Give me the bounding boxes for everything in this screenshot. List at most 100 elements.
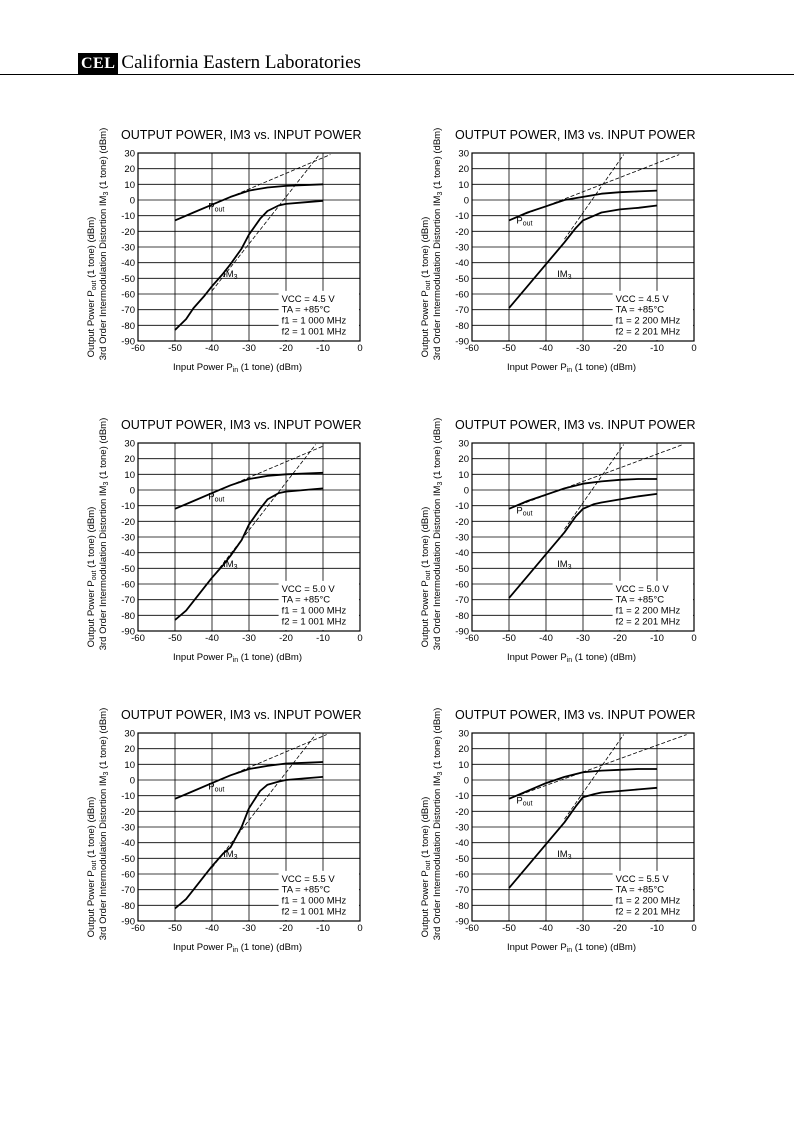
condition-text: f2 = 1 001 MHz bbox=[282, 616, 347, 627]
y-axis-label-inner-sub: 3 bbox=[103, 482, 110, 486]
condition-text: TA = +85°C bbox=[616, 305, 665, 316]
x-tick-label: -30 bbox=[576, 923, 590, 934]
pout-curve bbox=[508, 768, 657, 800]
y-tick-label: 20 bbox=[458, 454, 469, 465]
x-tick-label: -40 bbox=[539, 633, 553, 644]
y-axis-label-outer: Output Power Pout (1 tone) (dBm) bbox=[86, 507, 98, 648]
pout-label-main: P bbox=[516, 216, 522, 227]
condition-text: f1 = 1 000 MHz bbox=[282, 315, 347, 326]
y-tick-label: 10 bbox=[124, 470, 135, 481]
im3-label-main: IM bbox=[557, 849, 568, 860]
y-tick-label: -80 bbox=[121, 901, 135, 912]
extrapolation-line bbox=[508, 734, 687, 800]
x-axis-label: Input Power Pin (1 tone) (dBm) bbox=[173, 942, 302, 954]
condition-text: TA = +85°C bbox=[282, 885, 331, 896]
x-axis-label-rest: (1 tone) (dBm) bbox=[572, 942, 636, 953]
pout-label-sub: out bbox=[215, 786, 225, 793]
y-axis-label-inner: 3rd Order Intermodulation Distortion IM3… bbox=[432, 128, 444, 361]
pout-curve-label: Pout bbox=[516, 796, 532, 808]
x-tick-label: -60 bbox=[131, 633, 145, 644]
y-axis-label-outer: Output Power Pout (1 tone) (dBm) bbox=[420, 797, 432, 938]
y-tick-label: 0 bbox=[464, 196, 469, 207]
chart-svg: OUTPUT POWER, IM3 vs. INPUT POWER -60 -50 -… bbox=[86, 418, 363, 664]
x-axis-label-sub: in bbox=[567, 947, 573, 954]
x-tick-label: 0 bbox=[357, 923, 362, 934]
y-axis-label-inner-main: 3rd Order Intermodulation Distortion IM bbox=[98, 775, 109, 940]
y-axis-label-inner-main: 3rd Order Intermodulation Distortion IM bbox=[432, 775, 443, 940]
y-axis-label-outer-rest: (1 tone) (dBm) bbox=[86, 217, 97, 281]
y-tick-label: -50 bbox=[121, 854, 135, 865]
extrapolation-line bbox=[564, 444, 625, 530]
y-tick-label: -30 bbox=[455, 533, 469, 544]
pout-curve bbox=[174, 471, 324, 510]
x-tick-label: -30 bbox=[242, 633, 256, 644]
conditions-box bbox=[612, 870, 693, 920]
y-axis-label-outer-rest: (1 tone) (dBm) bbox=[420, 797, 431, 861]
x-tick-label: -60 bbox=[131, 343, 145, 354]
y-tick-label: 0 bbox=[464, 486, 469, 497]
x-axis-label: Input Power Pin (1 tone) (dBm) bbox=[507, 362, 636, 374]
y-tick-label: -80 bbox=[455, 321, 469, 332]
condition-text: f1 = 2 200 MHz bbox=[616, 605, 681, 616]
x-tick-label: -40 bbox=[539, 343, 553, 354]
y-axis-label-inner-rest: (1 tone) (dBm) bbox=[98, 708, 109, 772]
x-tick-label: -10 bbox=[650, 343, 664, 354]
chart-title: OUTPUT POWER, IM3 vs. INPUT POWER bbox=[455, 708, 696, 722]
extrapolation-line bbox=[564, 734, 625, 820]
x-tick-label: -60 bbox=[131, 923, 145, 934]
x-tick-label: -50 bbox=[168, 923, 182, 934]
y-tick-label: -40 bbox=[121, 838, 135, 849]
y-tick-label: 0 bbox=[464, 776, 469, 787]
page-header: CEL California Eastern Laboratories bbox=[0, 48, 794, 76]
y-axis-label-inner-sub: 3 bbox=[437, 482, 444, 486]
y-tick-label: -80 bbox=[121, 321, 135, 332]
im3-label-main: IM bbox=[223, 849, 234, 860]
x-axis-label-main: Input Power P bbox=[173, 942, 233, 953]
y-axis-label-inner-main: 3rd Order Intermodulation Distortion IM bbox=[98, 485, 109, 650]
x-axis-label-sub: in bbox=[233, 367, 239, 374]
condition-text: VCC = 4.5 V bbox=[616, 294, 670, 305]
chart-title: OUTPUT POWER, IM3 vs. INPUT POWER bbox=[121, 418, 362, 432]
chart-4: OUTPUT POWER, IM3 vs. INPUT POWER -60 -50 -… bbox=[412, 408, 732, 688]
extrapolation-line bbox=[211, 154, 320, 292]
y-tick-label: 10 bbox=[124, 180, 135, 191]
x-axis-label-sub: in bbox=[233, 947, 239, 954]
condition-text: f2 = 2 201 MHz bbox=[616, 616, 681, 627]
y-tick-label: -30 bbox=[121, 243, 135, 254]
x-tick-label: -60 bbox=[465, 633, 479, 644]
condition-text: TA = +85°C bbox=[282, 595, 331, 606]
y-tick-label: -50 bbox=[455, 854, 469, 865]
y-tick-label: -40 bbox=[121, 258, 135, 269]
y-axis-label-outer-main: Output Power P bbox=[86, 580, 97, 647]
y-tick-label: 0 bbox=[130, 776, 135, 787]
conditions-box bbox=[612, 290, 693, 340]
x-tick-label: -50 bbox=[168, 343, 182, 354]
y-tick-label: -90 bbox=[121, 627, 135, 638]
company-name: California Eastern Laboratories bbox=[121, 52, 361, 73]
im3-curve-label: IM3 bbox=[223, 269, 238, 281]
im3-label-sub: 3 bbox=[234, 564, 238, 571]
chart-svg: OUTPUT POWER, IM3 vs. INPUT POWER -60 -50 -… bbox=[420, 418, 697, 664]
x-tick-label: -60 bbox=[465, 343, 479, 354]
y-axis-label-outer-sub: out bbox=[425, 860, 432, 870]
im3-label-main: IM bbox=[557, 269, 568, 280]
plot-frame bbox=[137, 442, 361, 632]
condition-text: TA = +85°C bbox=[282, 305, 331, 316]
x-axis-label-main: Input Power P bbox=[507, 362, 567, 373]
y-tick-label: 20 bbox=[124, 744, 135, 755]
y-axis-label-outer-sub: out bbox=[425, 570, 432, 580]
chart-svg: OUTPUT POWER, IM3 vs. INPUT POWER -60 -50 -… bbox=[86, 128, 363, 374]
im3-curve bbox=[174, 776, 324, 910]
x-tick-label: -40 bbox=[539, 923, 553, 934]
y-tick-label: -60 bbox=[455, 290, 469, 301]
pout-label-main: P bbox=[208, 201, 214, 212]
y-tick-label: 20 bbox=[124, 454, 135, 465]
y-tick-label: 20 bbox=[458, 164, 469, 175]
chart-svg: OUTPUT POWER, IM3 vs. INPUT POWER -60 -50 -… bbox=[420, 708, 697, 954]
y-tick-label: -90 bbox=[455, 627, 469, 638]
y-tick-label: -20 bbox=[121, 807, 135, 818]
chart-svg: OUTPUT POWER, IM3 vs. INPUT POWER -60 -50 -… bbox=[86, 708, 363, 954]
im3-label-sub: 3 bbox=[568, 564, 572, 571]
pout-curve-label: Pout bbox=[516, 216, 532, 228]
y-axis-label-outer: Output Power Pout (1 tone) (dBm) bbox=[86, 797, 98, 938]
